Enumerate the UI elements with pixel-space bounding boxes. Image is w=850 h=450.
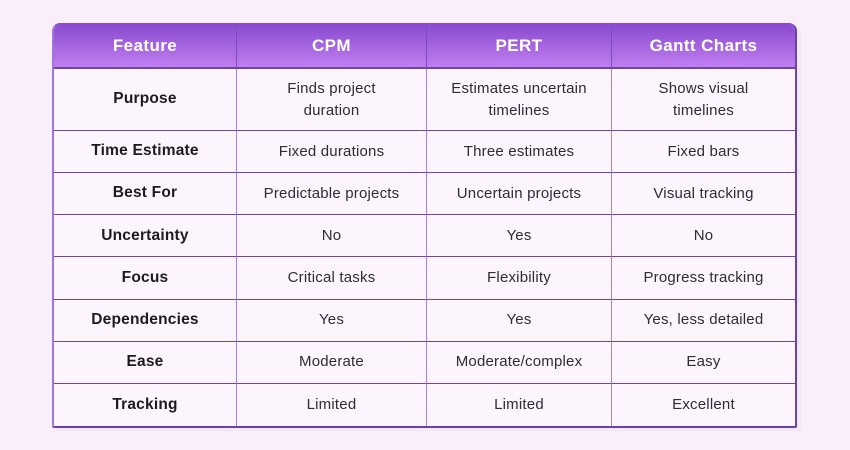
value-cell-pert-best-for: Uncertain projects xyxy=(427,173,612,216)
value-cell-cpm-best-for: Predictable projects xyxy=(237,173,427,216)
feature-cell-purpose: Purpose xyxy=(54,69,237,131)
value-cell-cpm-dependencies: Yes xyxy=(237,299,427,342)
comparison-table: Feature CPM PERT Gantt Charts Purpose Fi… xyxy=(52,23,797,428)
value-cell-pert-focus: Flexibility xyxy=(427,257,612,300)
feature-cell-best-for: Best For xyxy=(54,173,237,216)
value-cell-pert-time-estimate: Three estimates xyxy=(427,131,612,174)
feature-cell-time-estimate: Time Estimate xyxy=(54,131,237,174)
header-cell-feature: Feature xyxy=(54,25,237,69)
value-cell-gantt-ease: Easy xyxy=(612,341,795,384)
value-cell-gantt-tracking: Excellent xyxy=(612,383,795,426)
value-cell-cpm-tracking: Limited xyxy=(237,383,427,426)
feature-cell-uncertainty: Uncertainty xyxy=(54,215,237,258)
value-cell-pert-tracking: Limited xyxy=(427,383,612,426)
value-cell-pert-dependencies: Yes xyxy=(427,299,612,342)
value-cell-cpm-focus: Critical tasks xyxy=(237,257,427,300)
value-cell-cpm-time-estimate: Fixed durations xyxy=(237,131,427,174)
value-cell-gantt-time-estimate: Fixed bars xyxy=(612,131,795,174)
value-cell-cpm-ease: Moderate xyxy=(237,341,427,384)
value-cell-pert-purpose: Estimates uncertain timelines xyxy=(427,69,612,131)
header-cell-cpm: CPM xyxy=(237,25,427,69)
value-cell-pert-ease: Moderate/complex xyxy=(427,341,612,384)
feature-cell-dependencies: Dependencies xyxy=(54,299,237,342)
value-cell-pert-uncertainty: Yes xyxy=(427,215,612,258)
value-cell-gantt-focus: Progress tracking xyxy=(612,257,795,300)
header-cell-gantt-charts: Gantt Charts xyxy=(612,25,795,69)
value-cell-gantt-uncertainty: No xyxy=(612,215,795,258)
feature-cell-ease: Ease xyxy=(54,341,237,384)
value-cell-gantt-dependencies: Yes, less detailed xyxy=(612,299,795,342)
value-cell-gantt-purpose: Shows visual timelines xyxy=(612,69,795,131)
header-cell-pert: PERT xyxy=(427,25,612,69)
feature-cell-focus: Focus xyxy=(54,257,237,300)
feature-cell-tracking: Tracking xyxy=(54,383,237,426)
value-cell-gantt-best-for: Visual tracking xyxy=(612,173,795,216)
comparison-table-grid: Feature CPM PERT Gantt Charts Purpose Fi… xyxy=(54,25,795,426)
value-cell-cpm-purpose: Finds project duration xyxy=(237,69,427,131)
value-cell-cpm-uncertainty: No xyxy=(237,215,427,258)
